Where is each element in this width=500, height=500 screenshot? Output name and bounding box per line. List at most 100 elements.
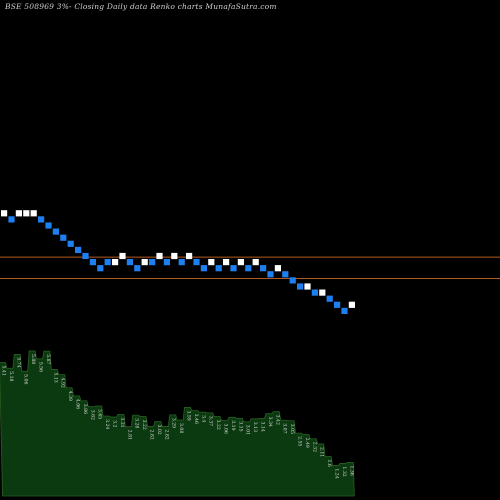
renko-brick-down [149,259,156,266]
renko-brick-down [178,259,185,266]
area-data-label: 3.46 [193,414,199,424]
renko-brick-up [186,252,193,260]
area-data-label: 2.81 [126,430,132,440]
renko-brick-up [171,252,178,260]
renko-brick-up [23,210,30,217]
area-data-label: 3.24 [104,419,110,429]
area-data-label: 3.65 [97,409,103,419]
renko-brick-down [163,259,170,266]
area-data-label: 3.4 [200,415,206,422]
renko-brick-up [141,259,148,266]
area-data-label: 1.36 [348,465,354,475]
area-data-label: 3.86 [82,404,88,414]
renko-brick-down [104,259,111,266]
area-data-label: 3.34 [267,417,273,427]
renko-brick-down [245,265,252,272]
renko-brick-down [297,283,304,290]
area-data-label: 3.14 [260,422,266,432]
volume-area [0,350,355,497]
area-data-label: 1.6 [326,460,332,467]
area-data-label: 3.62 [89,410,95,420]
area-data-label: 3.02 [156,425,162,435]
area-data-label: 3.29 [171,418,177,428]
renko-brick-up [119,252,126,260]
area-data-label: 3.42 [274,415,280,425]
area-data-label: 2.32 [311,442,317,452]
area-data-label: 3.22 [215,420,221,430]
area-data-label: 1.32 [341,466,347,476]
area-data-label: 5.87 [45,354,51,364]
renko-brick-down [82,252,89,260]
area-data-label: 5.18 [8,371,14,381]
renko-brick-up [156,252,163,260]
renko-brick-down [134,265,141,272]
area-data-label: 3.31 [119,417,125,427]
area-data-label: 2.11 [319,447,325,457]
renko-brick-up [223,259,230,266]
area-data-label: 2.82 [163,429,169,439]
area-data-label: 1.24 [334,468,340,478]
renko-brick-up [237,259,244,266]
renko-brick-down [230,265,237,272]
renko-brick-down [45,222,52,229]
area-data-label: 3.37 [208,416,214,426]
area-data-label: 5.41 [1,366,7,376]
renko-brick-up [304,283,311,290]
area-data-label: 3.28 [134,418,140,428]
renko-brick-down [126,259,133,266]
renko-brick-up [348,301,355,308]
area-data-label: 3.07 [282,423,288,433]
renko-brick-up [1,210,8,217]
renko-brick-down [75,246,82,253]
renko-brick-up [15,210,22,217]
renko-brick-down [260,265,267,272]
renko-brick-down [200,265,207,272]
renko-brick-down [334,301,341,308]
area-data-label: 4.92 [60,378,66,388]
area-data-label: 5.13 [52,372,58,382]
renko-brick-down [60,234,67,241]
area-data-label: 5.74 [15,357,21,367]
renko-brick-down [282,271,289,278]
area-data-label: 5.56 [38,362,44,372]
renko-brick-up [208,259,215,266]
renko-brick-down [89,259,96,266]
area-data-label: 3.13 [252,422,258,432]
renko-brick-down [311,289,318,296]
renko-brick-down [289,277,296,284]
area-data-label: 4.39 [67,391,73,401]
renko-brick-down [341,307,348,314]
chart-title: BSE 508969 3%- Closing Daily data Renko … [5,2,277,11]
renko-brick-down [193,259,200,266]
area-data-label: 5.06 [23,374,29,384]
renko-brick-down [67,240,74,247]
area-data-label: 3.01 [245,425,251,435]
renko-brick-up [319,289,326,296]
area-data-label: 3.19 [230,420,236,430]
area-data-label: 3.05 [289,424,295,434]
renko-brick-down [326,295,333,302]
renko-brick-up [274,265,281,272]
area-data-label: 3.22 [141,420,147,430]
area-data-label: 3.15 [237,421,243,431]
area-data-label: 2.55 [297,436,303,446]
area-data-label: 2.82 [149,429,155,439]
renko-brick-down [215,265,222,272]
area-data-label: 3.08 [178,423,184,433]
renko-brick-down [52,228,59,235]
area-data-label: 3.59 [186,410,192,420]
renko-brick-down [8,216,15,223]
area-data-label: 3.2 [112,420,118,427]
renko-brick-down [38,216,45,223]
area-data-label: 5.88 [30,354,36,364]
area-data-label: 3.06 [223,424,229,434]
renko-brick-down [97,265,104,272]
renko-brick-up [30,210,37,217]
area-data-label: 2.49 [304,438,310,448]
renko-brick-up [252,259,259,266]
renko-brick-down [267,271,274,278]
area-data-label: 4.06 [75,399,81,409]
renko-brick-up [112,259,119,266]
